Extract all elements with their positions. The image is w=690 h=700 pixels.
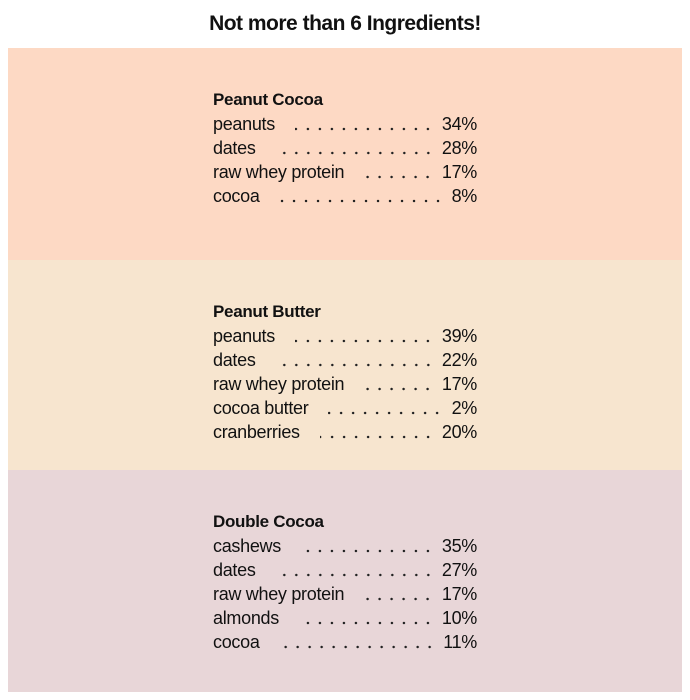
ingredient-name: cranberries <box>213 422 300 442</box>
dot-leader <box>364 175 434 179</box>
ingredient-percent: 20% <box>441 422 477 442</box>
ingredient-list: Peanut Cocoa peanuts 34% dates 28% raw whey p… <box>213 88 477 208</box>
ingredient-percent: 39% <box>441 326 477 346</box>
ingredient-percent: 11% <box>443 632 477 652</box>
ingredient-percent: 10% <box>441 608 477 628</box>
ingredient-percent: 27% <box>441 560 477 580</box>
dot-leader <box>279 199 444 203</box>
ingredient-row: dates 27% <box>213 558 477 582</box>
ingredient-row: raw whey protein 17% <box>213 160 477 184</box>
ingredient-name: almonds <box>213 608 279 628</box>
ingredient-row: raw whey protein 17% <box>213 372 477 396</box>
ingredient-row: dates 22% <box>213 348 477 372</box>
ingredient-percent: 17% <box>441 584 477 604</box>
ingredient-percent: 2% <box>451 398 478 418</box>
ingredient-name: dates <box>213 350 256 370</box>
ingredient-percent: 8% <box>451 186 478 206</box>
ingredient-list: Peanut Butter peanuts 39% dates 22% raw whey … <box>213 300 477 444</box>
dot-leader <box>298 621 434 625</box>
ingredient-list: Double Cocoa cashews 35% dates 27% raw whey p… <box>213 510 477 654</box>
ingredient-row: almonds 10% <box>213 606 477 630</box>
dot-leader <box>319 435 434 439</box>
dot-leader <box>364 597 434 601</box>
dot-leader <box>294 339 434 343</box>
ingredient-row: cranberries 20% <box>213 420 477 444</box>
ingredient-name: peanuts <box>213 114 275 134</box>
ingredient-row: peanuts 39% <box>213 324 477 348</box>
ingredient-name: peanuts <box>213 326 275 346</box>
dot-leader <box>364 387 434 391</box>
ingredient-name: cocoa <box>213 186 260 206</box>
dot-leader <box>279 645 436 649</box>
section: Peanut Cocoa peanuts 34% dates 28% raw whey p… <box>8 48 682 260</box>
ingredient-row: cocoa 8% <box>213 184 477 208</box>
ingredient-row: cocoa 11% <box>213 630 477 654</box>
ingredient-row: cocoa butter 2% <box>213 396 477 420</box>
dot-leader <box>328 411 444 415</box>
ingredient-percent: 22% <box>441 350 477 370</box>
ingredient-row: dates 28% <box>213 136 477 160</box>
page-title: Not more than 6 Ingredients! <box>209 12 481 35</box>
ingredient-percent: 35% <box>441 536 477 556</box>
ingredient-percent: 17% <box>441 374 477 394</box>
dot-leader <box>300 549 434 553</box>
ingredient-row: peanuts 34% <box>213 112 477 136</box>
ingredient-name: cocoa <box>213 632 260 652</box>
ingredient-name: dates <box>213 138 256 158</box>
ingredient-name: dates <box>213 560 256 580</box>
ingredient-name: cocoa butter <box>213 398 309 418</box>
section-name: Peanut Cocoa <box>213 90 323 109</box>
ingredient-percent: 28% <box>441 138 477 158</box>
dot-leader <box>294 127 434 131</box>
ingredient-name: raw whey protein <box>213 584 345 604</box>
dot-leader <box>275 363 434 367</box>
dot-leader <box>275 151 434 155</box>
ingredient-row: cashews 35% <box>213 534 477 558</box>
section-name: Peanut Butter <box>213 302 321 321</box>
section: Peanut Butter peanuts 39% dates 22% raw whey … <box>8 260 682 470</box>
section: Double Cocoa cashews 35% dates 27% raw whey p… <box>8 470 682 692</box>
section-name: Double Cocoa <box>213 512 324 531</box>
dot-leader <box>275 573 434 577</box>
ingredient-percent: 17% <box>441 162 477 182</box>
ingredient-name: raw whey protein <box>213 162 345 182</box>
ingredient-name: cashews <box>213 536 281 556</box>
ingredient-percent: 34% <box>441 114 477 134</box>
ingredient-name: raw whey protein <box>213 374 345 394</box>
ingredient-row: raw whey protein 17% <box>213 582 477 606</box>
